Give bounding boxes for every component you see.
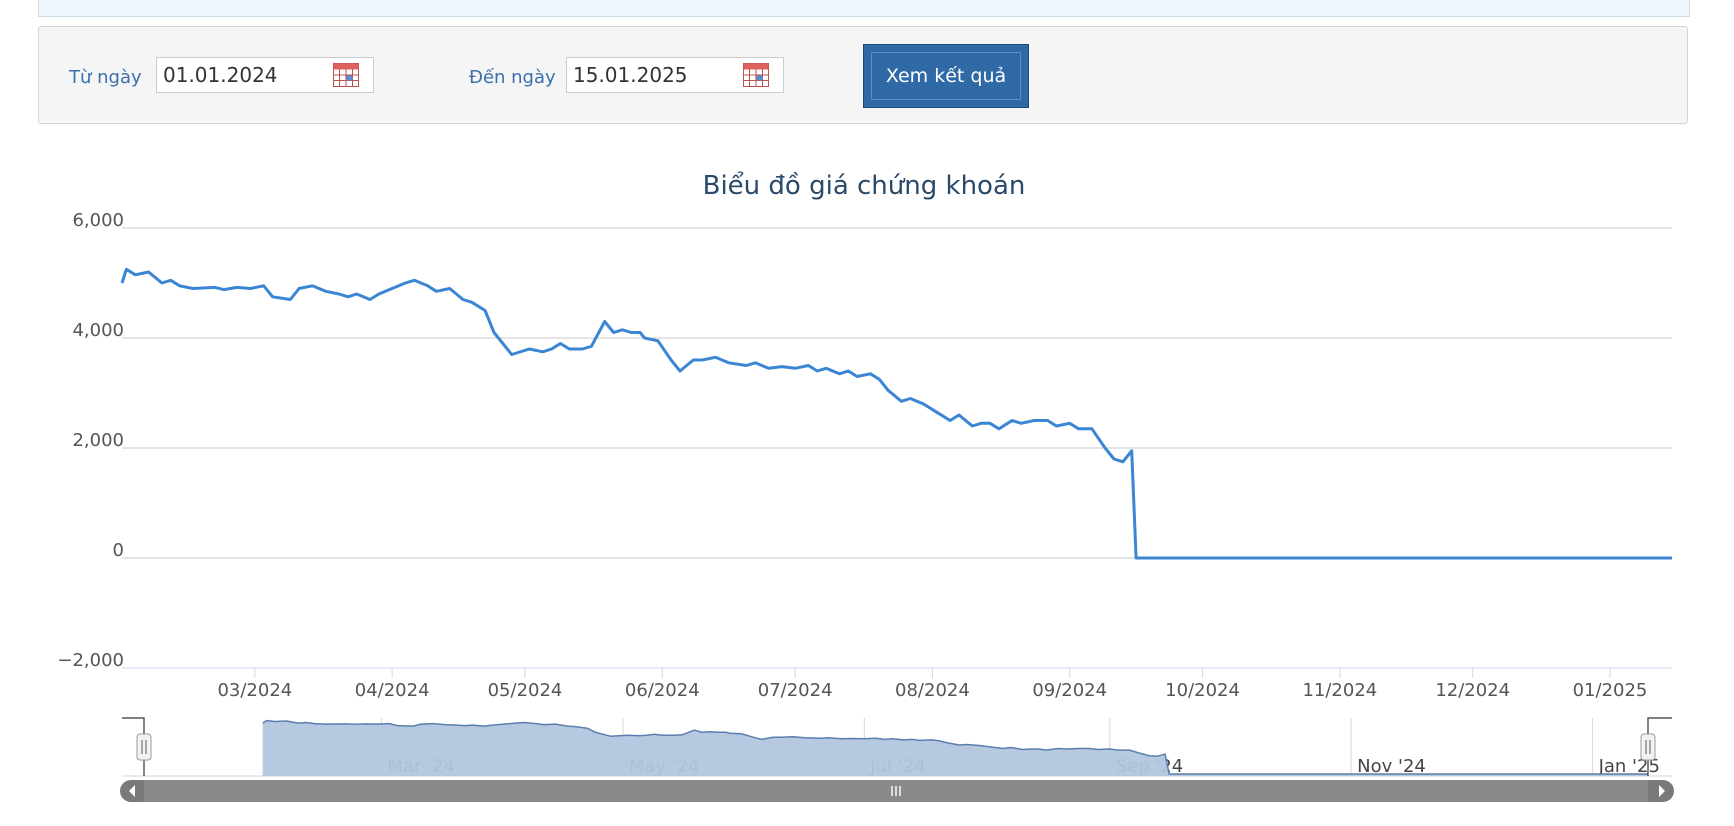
price-series-line bbox=[120, 267, 1672, 560]
y-tick-label: −2,000 bbox=[57, 650, 124, 671]
navigator-tick-label: Jan '25 bbox=[1598, 756, 1660, 777]
scroll-right-arrow-icon[interactable] bbox=[1659, 785, 1665, 797]
view-results-button[interactable]: Xem kết quả bbox=[863, 44, 1029, 108]
x-tick-label: 10/2024 bbox=[1165, 680, 1240, 701]
x-tick-label: 06/2024 bbox=[625, 680, 700, 701]
chart-title: Biểu đồ giá chứng khoán bbox=[703, 170, 1026, 201]
stock-price-chart: Biểu đồ giá chứng khoán −2,000 0 2,000 4,00… bbox=[57, 170, 1674, 802]
x-axis: 03/2024 04/2024 05/2024 06/2024 07/2024 08/20… bbox=[122, 667, 1672, 701]
y-gridlines bbox=[122, 227, 1672, 559]
y-axis-labels: −2,000 0 2,000 4,000 6,000 bbox=[57, 210, 124, 671]
y-tick-label: 6,000 bbox=[72, 210, 124, 231]
view-results-label: Xem kết quả bbox=[871, 52, 1021, 100]
top-info-strip bbox=[38, 0, 1690, 17]
x-tick-label: 05/2024 bbox=[488, 680, 563, 701]
to-date-label: Đến ngày bbox=[469, 67, 556, 88]
navigator-tick-label: Nov '24 bbox=[1357, 756, 1426, 777]
from-date-input[interactable] bbox=[163, 63, 323, 87]
x-tick-label: 11/2024 bbox=[1302, 680, 1377, 701]
to-date-input[interactable] bbox=[573, 63, 733, 87]
date-filter-panel: Từ ngày Đến ngày Xem kết quả bbox=[38, 26, 1688, 124]
navigator-area bbox=[262, 720, 1649, 776]
y-tick-label: 0 bbox=[113, 540, 124, 561]
y-tick-label: 4,000 bbox=[72, 320, 124, 341]
x-tick-label: 01/2025 bbox=[1573, 680, 1648, 701]
from-date-field[interactable] bbox=[156, 57, 374, 93]
navigator-series-line bbox=[262, 719, 1648, 775]
calendar-icon[interactable] bbox=[743, 63, 769, 87]
x-tick-label: 07/2024 bbox=[758, 680, 833, 701]
scrollbar-grip-icon[interactable] bbox=[891, 786, 901, 796]
x-tick-label: 04/2024 bbox=[355, 680, 430, 701]
x-tick-label: 03/2024 bbox=[217, 680, 292, 701]
navigator-left-handle[interactable] bbox=[136, 733, 152, 761]
scroll-left-arrow-icon[interactable] bbox=[129, 785, 135, 797]
from-date-label: Từ ngày bbox=[69, 67, 142, 88]
to-date-field[interactable] bbox=[566, 57, 784, 93]
x-tick-label: 12/2024 bbox=[1435, 680, 1510, 701]
x-tick-label: 09/2024 bbox=[1032, 680, 1107, 701]
y-tick-label: 2,000 bbox=[72, 430, 124, 451]
navigator-scrollbar[interactable] bbox=[120, 780, 1674, 802]
calendar-icon[interactable] bbox=[333, 63, 359, 87]
navigator-right-handle[interactable] bbox=[1640, 733, 1656, 761]
x-tick-label: 08/2024 bbox=[895, 680, 970, 701]
